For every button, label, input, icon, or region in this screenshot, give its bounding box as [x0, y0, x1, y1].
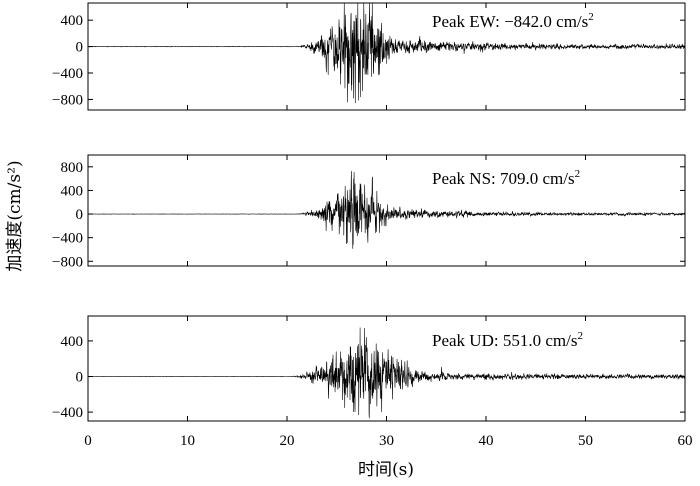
y-tick-label: 0: [76, 40, 84, 56]
annotation-value: 551.0 cm/s: [503, 331, 578, 350]
annotation-prefix: Peak UD:: [432, 331, 503, 350]
annotation-superscript: 2: [588, 11, 594, 23]
peak-annotation-ud: Peak UD: 551.0 cm/s2: [432, 330, 583, 350]
annotation-value: −842.0 cm/s: [504, 12, 588, 31]
y-tick-label: −800: [52, 254, 83, 270]
annotation-superscript: 2: [577, 330, 583, 342]
peak-annotation-ew: Peak EW: −842.0 cm/s2: [432, 11, 594, 31]
y-tick-label: 0: [76, 207, 84, 223]
y-tick-label: 0: [76, 370, 84, 386]
y-axis-title: 加速度(cm/s²): [5, 160, 25, 271]
x-tick-label: 50: [578, 433, 593, 449]
x-tick-label: 20: [280, 433, 295, 449]
annotation-prefix: Peak NS:: [432, 169, 500, 188]
waveform-ud: [87, 327, 686, 419]
annotation-prefix: Peak EW:: [432, 12, 504, 31]
x-tick-label: 10: [180, 433, 195, 449]
panel-frame-ns: [87, 154, 686, 267]
y-tick-label: −400: [52, 405, 83, 421]
y-tick-label: 800: [61, 160, 84, 176]
x-tick-label: 60: [678, 433, 693, 449]
annotation-value: 709.0 cm/s: [500, 169, 575, 188]
x-tick-label: 0: [84, 433, 92, 449]
y-tick-label: 400: [61, 334, 84, 350]
panel-ew: 400 0 −400 −800 Peak EW: −842.0 cm/s2: [52, 2, 686, 111]
waveform-ew: [87, 2, 686, 104]
x-axis-title: 时间(s): [358, 460, 414, 480]
panel-ud: 400 0 −400 Peak UD: 551.0 cm/s2: [52, 315, 686, 422]
peak-annotation-ns: Peak NS: 709.0 cm/s2: [432, 168, 580, 188]
panel-ns: 800 400 0 −400 −800 Peak NS: 709.0 cm/s2: [52, 154, 686, 270]
y-tick-label: −400: [52, 231, 83, 247]
waveform-ns: [87, 170, 686, 249]
x-tick-label: 30: [379, 433, 394, 449]
y-tick-label: −800: [52, 92, 83, 108]
annotation-superscript: 2: [575, 168, 581, 180]
y-tick-label: −400: [52, 66, 83, 82]
y-tick-label: 400: [61, 183, 84, 199]
y-tick-label: 400: [61, 13, 84, 29]
x-tick-label: 40: [479, 433, 494, 449]
